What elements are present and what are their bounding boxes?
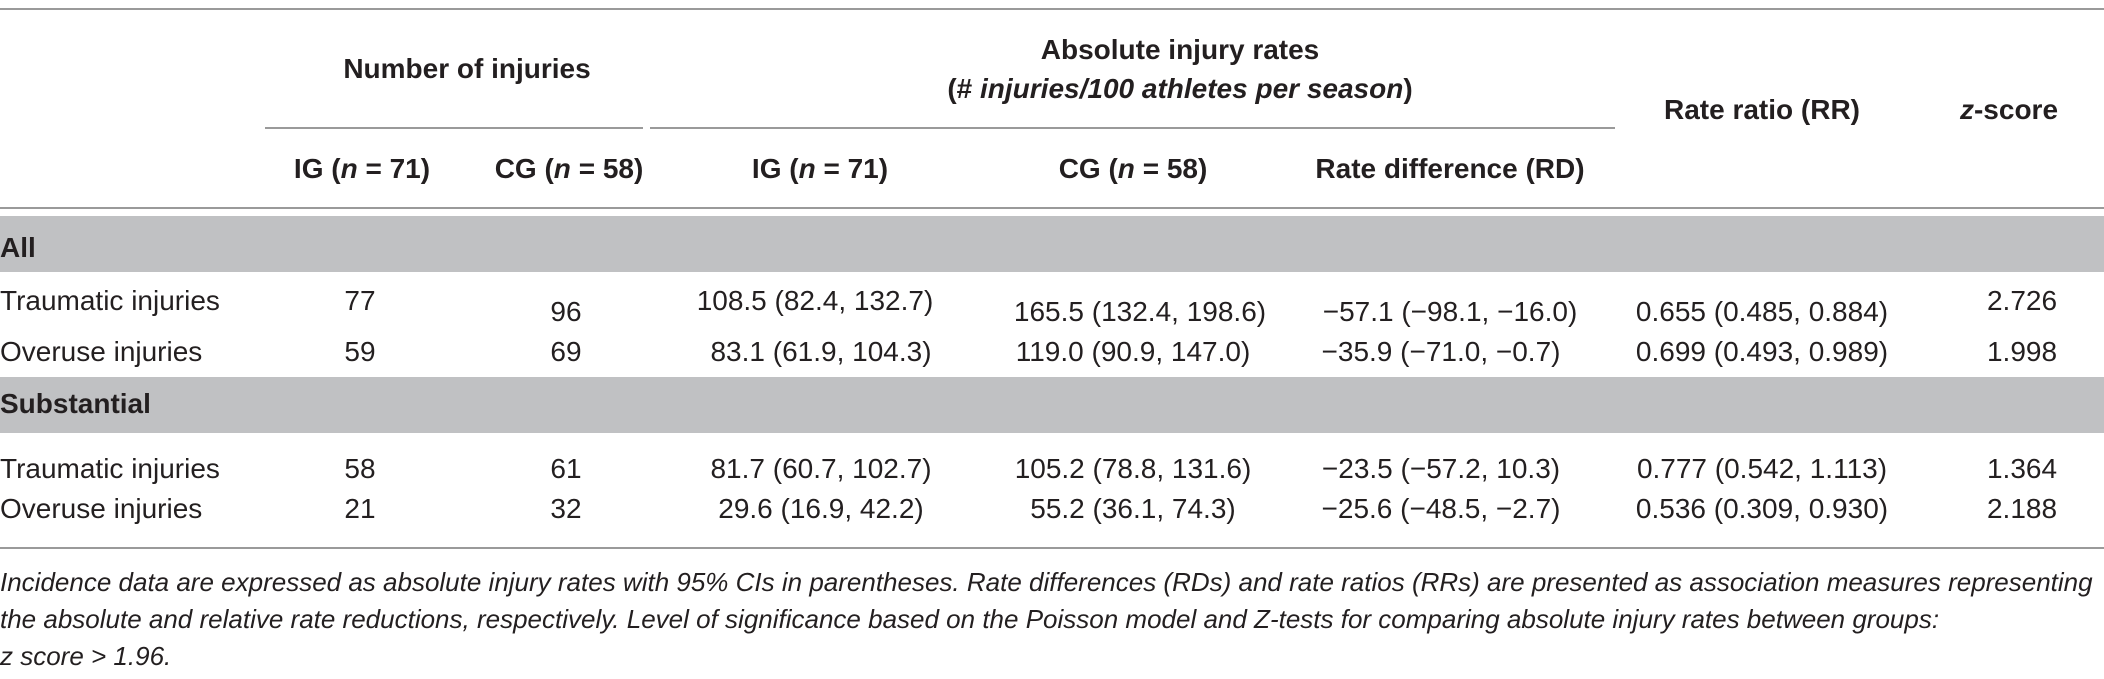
cg-rate-cell: 105.2 (78.8, 131.6) bbox=[1014, 453, 1252, 484]
header-number-of-injuries: Number of injuries bbox=[343, 53, 591, 84]
rd-cell: −25.6 (−48.5, −2.7) bbox=[1321, 493, 1561, 524]
rd-cell: −35.9 (−71.0, −0.7) bbox=[1321, 336, 1561, 367]
header-cg-rate: CG (n = 58) bbox=[1058, 153, 1208, 184]
section-band-all bbox=[0, 216, 2104, 272]
z-cell: 1.998 bbox=[1986, 336, 2058, 367]
ig-count-cell: 21 bbox=[344, 493, 376, 524]
header-ig-rate: IG (n = 71) bbox=[751, 153, 889, 184]
rr-cell: 0.777 (0.542, 1.113) bbox=[1636, 453, 1888, 484]
cg-rate-cell: 165.5 (132.4, 198.6) bbox=[1013, 296, 1267, 327]
header-absolute-rates-line2: (# injuries/100 athletes per season) bbox=[947, 73, 1413, 104]
table-top-rule bbox=[0, 8, 2104, 10]
z-cell: 2.726 bbox=[1986, 285, 2058, 316]
row-label: Overuse injuries bbox=[0, 493, 203, 524]
cg-count-cell: 69 bbox=[550, 336, 582, 367]
rr-cell: 0.536 (0.309, 0.930) bbox=[1635, 493, 1889, 524]
footnote-line: Incidence data are expressed as absolute… bbox=[0, 567, 2093, 597]
header-z-score: z-score bbox=[1959, 94, 2059, 125]
ig-count-cell: 58 bbox=[344, 453, 376, 484]
ig-count-cell: 59 bbox=[344, 336, 376, 367]
ig-rate-cell: 29.6 (16.9, 42.2) bbox=[718, 493, 924, 524]
row-label: Traumatic injuries bbox=[0, 285, 220, 316]
ig-rate-cell: 83.1 (61.9, 104.3) bbox=[710, 336, 932, 367]
footnote-line: z score > 1.96. bbox=[0, 641, 172, 671]
cg-count-cell: 61 bbox=[550, 453, 582, 484]
ig-rate-cell: 108.5 (82.4, 132.7) bbox=[696, 285, 934, 316]
header-rate-ratio: Rate ratio (RR) bbox=[1663, 94, 1861, 125]
cg-rate-cell: 55.2 (36.1, 74.3) bbox=[1030, 493, 1236, 524]
rr-cell: 0.655 (0.485, 0.884) bbox=[1635, 296, 1889, 327]
header-ig-count: IG (n = 71) bbox=[293, 153, 431, 184]
rr-cell: 0.699 (0.493, 0.989) bbox=[1635, 336, 1889, 367]
cg-count-cell: 96 bbox=[550, 296, 582, 327]
rd-cell: −57.1 (−98.1, −16.0) bbox=[1322, 296, 1578, 327]
section-band-substantial bbox=[0, 377, 2104, 433]
number-of-injuries-underline bbox=[265, 127, 643, 129]
section-label: All bbox=[0, 232, 36, 263]
header-rate-difference: Rate difference (RD) bbox=[1315, 153, 1585, 184]
ig-count-cell: 77 bbox=[344, 285, 376, 316]
cg-rate-cell: 119.0 (90.9, 147.0) bbox=[1015, 336, 1251, 367]
rd-cell: −23.5 (−57.2, 10.3) bbox=[1321, 453, 1561, 484]
row-label: Traumatic injuries bbox=[0, 453, 220, 484]
table-bottom-rule bbox=[0, 547, 2104, 549]
footnote-line: the absolute and relative rate reduction… bbox=[0, 604, 1940, 634]
absolute-rates-underline bbox=[650, 127, 1615, 129]
header-absolute-rates-line1: Absolute injury rates bbox=[1040, 34, 1320, 65]
z-cell: 2.188 bbox=[1986, 493, 2058, 524]
section-label: Substantial bbox=[0, 388, 151, 419]
ig-rate-cell: 81.7 (60.7, 102.7) bbox=[710, 453, 932, 484]
table-footnote: Incidence data are expressed as absolute… bbox=[0, 564, 2104, 675]
cg-count-cell: 32 bbox=[550, 493, 582, 524]
z-cell: 1.364 bbox=[1986, 453, 2058, 484]
row-label: Overuse injuries bbox=[0, 336, 203, 367]
header-cg-count: CG (n = 58) bbox=[494, 153, 644, 184]
header-bottom-rule bbox=[0, 207, 2104, 209]
